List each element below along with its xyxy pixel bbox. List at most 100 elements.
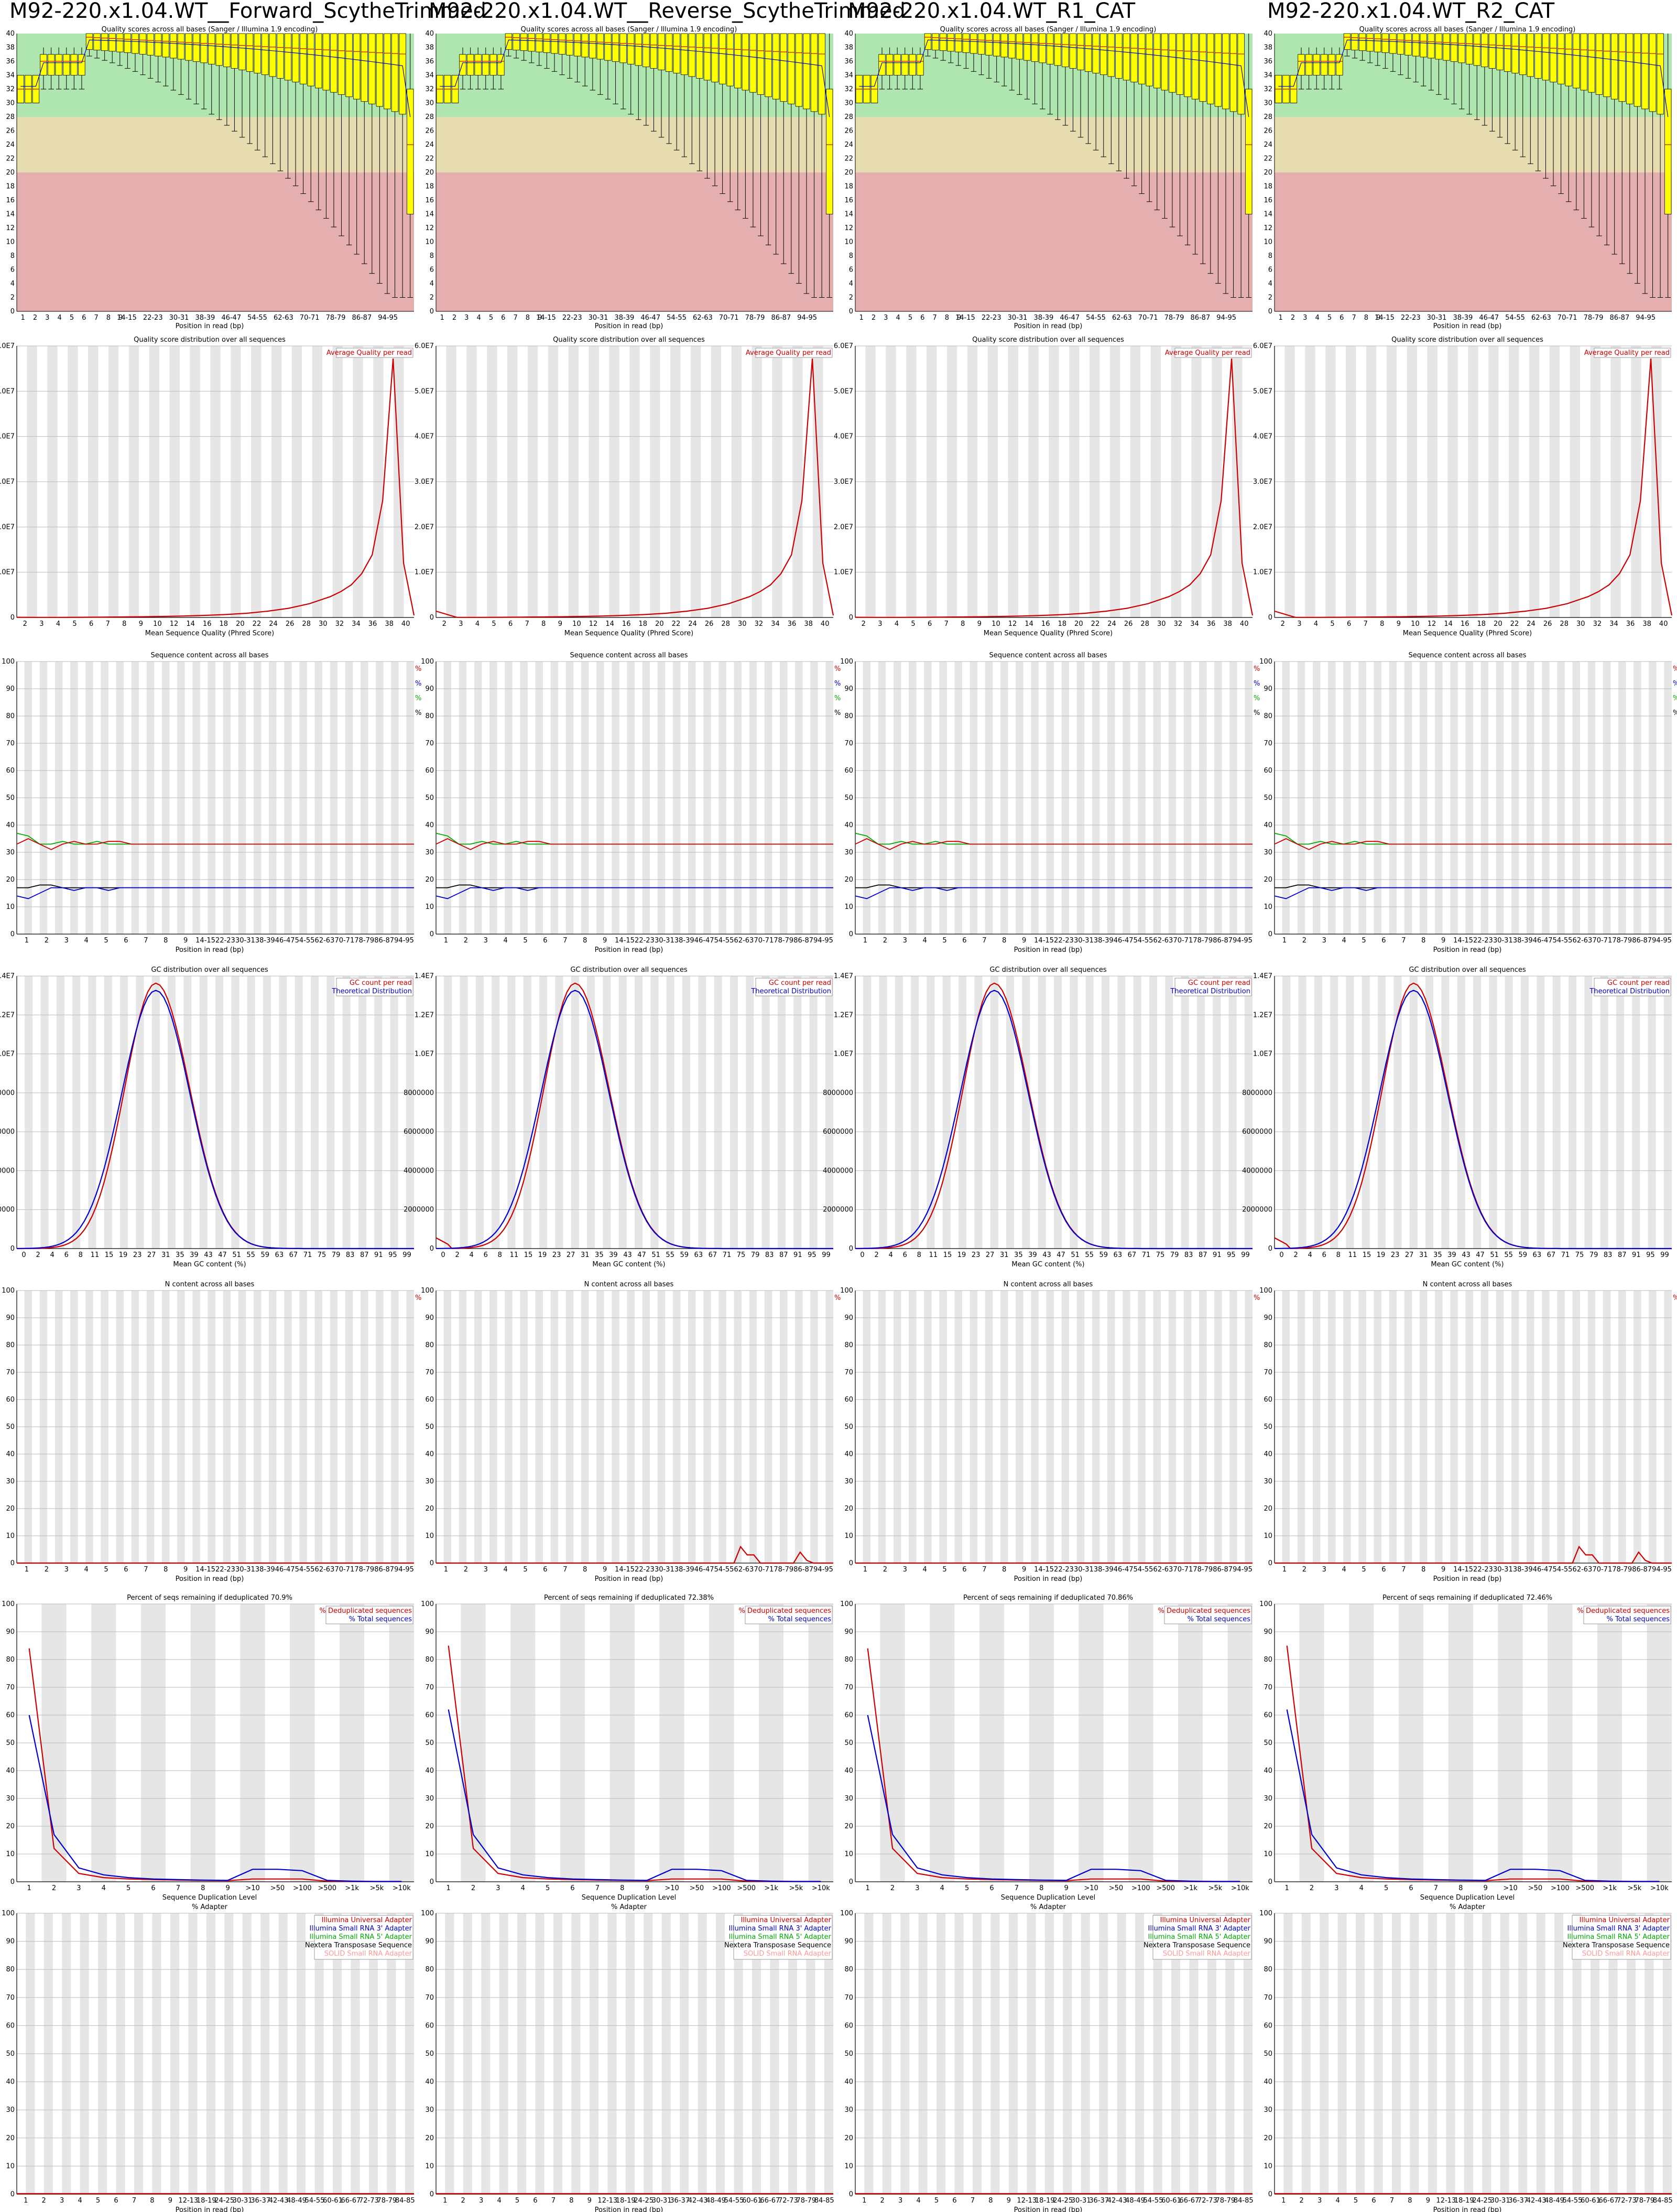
- quality-box: [536, 33, 543, 52]
- x-tick-label: 4: [102, 1884, 106, 1892]
- quality-box: [238, 33, 246, 70]
- stripe: [1290, 976, 1299, 1249]
- x-tick-label: 38-39: [674, 937, 694, 945]
- x-tick-label: 8: [122, 620, 126, 628]
- legend-box: [1594, 978, 1671, 996]
- chart-title: Quality score distribution over all sequ…: [972, 336, 1124, 344]
- x-tick-label: 5: [908, 314, 912, 322]
- quality-box: [581, 33, 589, 58]
- quality-box: [1466, 33, 1473, 64]
- quality-box: [1031, 33, 1039, 62]
- x-tick-label: 36-37: [1508, 2197, 1528, 2205]
- y-tick-label: 0: [849, 930, 853, 938]
- quality-box: [1229, 33, 1237, 112]
- x-tick-label: 2: [452, 314, 456, 322]
- y-tick-label: 60: [425, 1711, 434, 1719]
- y-tick-label: 50: [425, 1739, 434, 1747]
- x-tick-label: 40: [1240, 620, 1249, 628]
- x-axis-label: Sequence Duplication Level: [582, 1894, 676, 1902]
- y-tick-label: 70: [844, 1369, 853, 1376]
- x-tick-label: 34: [771, 620, 780, 628]
- x-tick-label: 12: [170, 620, 179, 628]
- x-tick-label: 7: [132, 2197, 136, 2205]
- x-tick-label: 86-87: [352, 314, 372, 322]
- x-tick-label: 2: [1302, 937, 1306, 945]
- legend-entry: Illumina Universal Adapter: [1580, 1916, 1670, 1924]
- x-tick-label: 9: [1007, 2197, 1011, 2205]
- x-tick-label: 75: [1575, 1251, 1584, 1259]
- y-tick-label: 10: [1264, 2162, 1272, 2170]
- stripe: [982, 976, 990, 1249]
- x-tick-label: 30-31: [235, 1566, 255, 1574]
- x-tick-label: 30-31: [1071, 2197, 1091, 2205]
- quality-box: [1358, 33, 1366, 51]
- y-tick-label: 80: [1264, 1966, 1272, 1974]
- quality-box: [474, 54, 482, 75]
- x-tick-label: 4: [1308, 1251, 1312, 1259]
- y-tick-label: 80: [1264, 712, 1272, 720]
- x-tick-label: 63: [694, 1251, 703, 1259]
- x-tick-label: 5: [96, 2197, 100, 2205]
- stripe: [722, 976, 730, 1249]
- x-tick-label: 63: [275, 1251, 284, 1259]
- quality-box: [1169, 33, 1176, 93]
- x-tick-label: 46-47: [694, 1566, 714, 1574]
- chart-title: Sequence content across all bases: [989, 652, 1107, 659]
- y-tick-label: 40: [1264, 2078, 1272, 2086]
- quality-box: [1374, 33, 1381, 52]
- stripe: [990, 976, 998, 1249]
- quality-box: [368, 33, 376, 104]
- x-tick-label: 35: [1014, 1251, 1023, 1259]
- stripe: [40, 976, 49, 1249]
- stripe: [1322, 976, 1331, 1249]
- x-tick-label: 0: [441, 1251, 445, 1259]
- x-tick-label: 14-15: [195, 1566, 215, 1574]
- x-tick-label: 18: [220, 620, 228, 628]
- x-tick-label: 78-79: [326, 314, 346, 322]
- y-tick-label: 0: [1268, 614, 1272, 622]
- x-tick-label: 8: [1364, 314, 1368, 322]
- duplication-chart: Percent of seqs remaining if deduplicate…: [840, 1594, 1253, 1902]
- y-tick-label: 80: [425, 1341, 434, 1349]
- stripe: [919, 976, 927, 1249]
- y-tick-label: 38: [844, 44, 853, 52]
- x-tick-label: 51: [651, 1251, 660, 1259]
- x-tick-label: 14-15: [195, 937, 215, 945]
- legend-box: [314, 1915, 413, 1960]
- x-tick-label: 18-19: [1035, 2197, 1055, 2205]
- quality-box: [1305, 54, 1313, 75]
- stripe: [334, 976, 343, 1249]
- y-tick-label: 90: [844, 1938, 853, 1946]
- y-tick-label: 100: [421, 1287, 434, 1295]
- x-tick-label: 8: [569, 2197, 573, 2205]
- x-tick-label: 84-85: [814, 2197, 834, 2205]
- quality-box: [1557, 33, 1565, 84]
- quality-box: [1488, 33, 1496, 69]
- legend-entry: Illumina Small RNA 5' Adapter: [310, 1933, 412, 1941]
- quality-box: [1527, 33, 1534, 77]
- quality-box: [589, 33, 596, 59]
- y-tick-label: 30: [1264, 1478, 1272, 1485]
- y-tick-label: 22: [6, 155, 15, 163]
- legend-entry: %: [415, 1294, 421, 1302]
- y-tick-label: 18: [1264, 183, 1272, 191]
- x-tick-label: >10k: [812, 1884, 830, 1892]
- legend-entry: %: [1673, 709, 1677, 717]
- y-tick-label: 0: [430, 1559, 434, 1567]
- stripe: [1457, 976, 1465, 1249]
- y-tick-label: 70: [844, 1684, 853, 1691]
- stripe: [974, 976, 983, 1249]
- x-axis-label: Sequence Duplication Level: [1001, 1894, 1095, 1902]
- y-tick-label: 0: [849, 614, 853, 622]
- y-tick-label: 28: [1264, 113, 1272, 121]
- legend-entry: %: [1673, 665, 1677, 673]
- x-tick-label: 6: [89, 620, 93, 628]
- legend-entry: Average Quality per read: [1165, 349, 1250, 357]
- x-tick-label: 38-39: [614, 314, 634, 322]
- x-tick-label: 4: [896, 314, 900, 322]
- quality-box: [1199, 33, 1206, 102]
- x-tick-label: 30-31: [169, 314, 189, 322]
- x-tick-label: 70-71: [1138, 314, 1158, 322]
- x-tick-label: 51: [1071, 1251, 1080, 1259]
- quality-box: [780, 33, 787, 102]
